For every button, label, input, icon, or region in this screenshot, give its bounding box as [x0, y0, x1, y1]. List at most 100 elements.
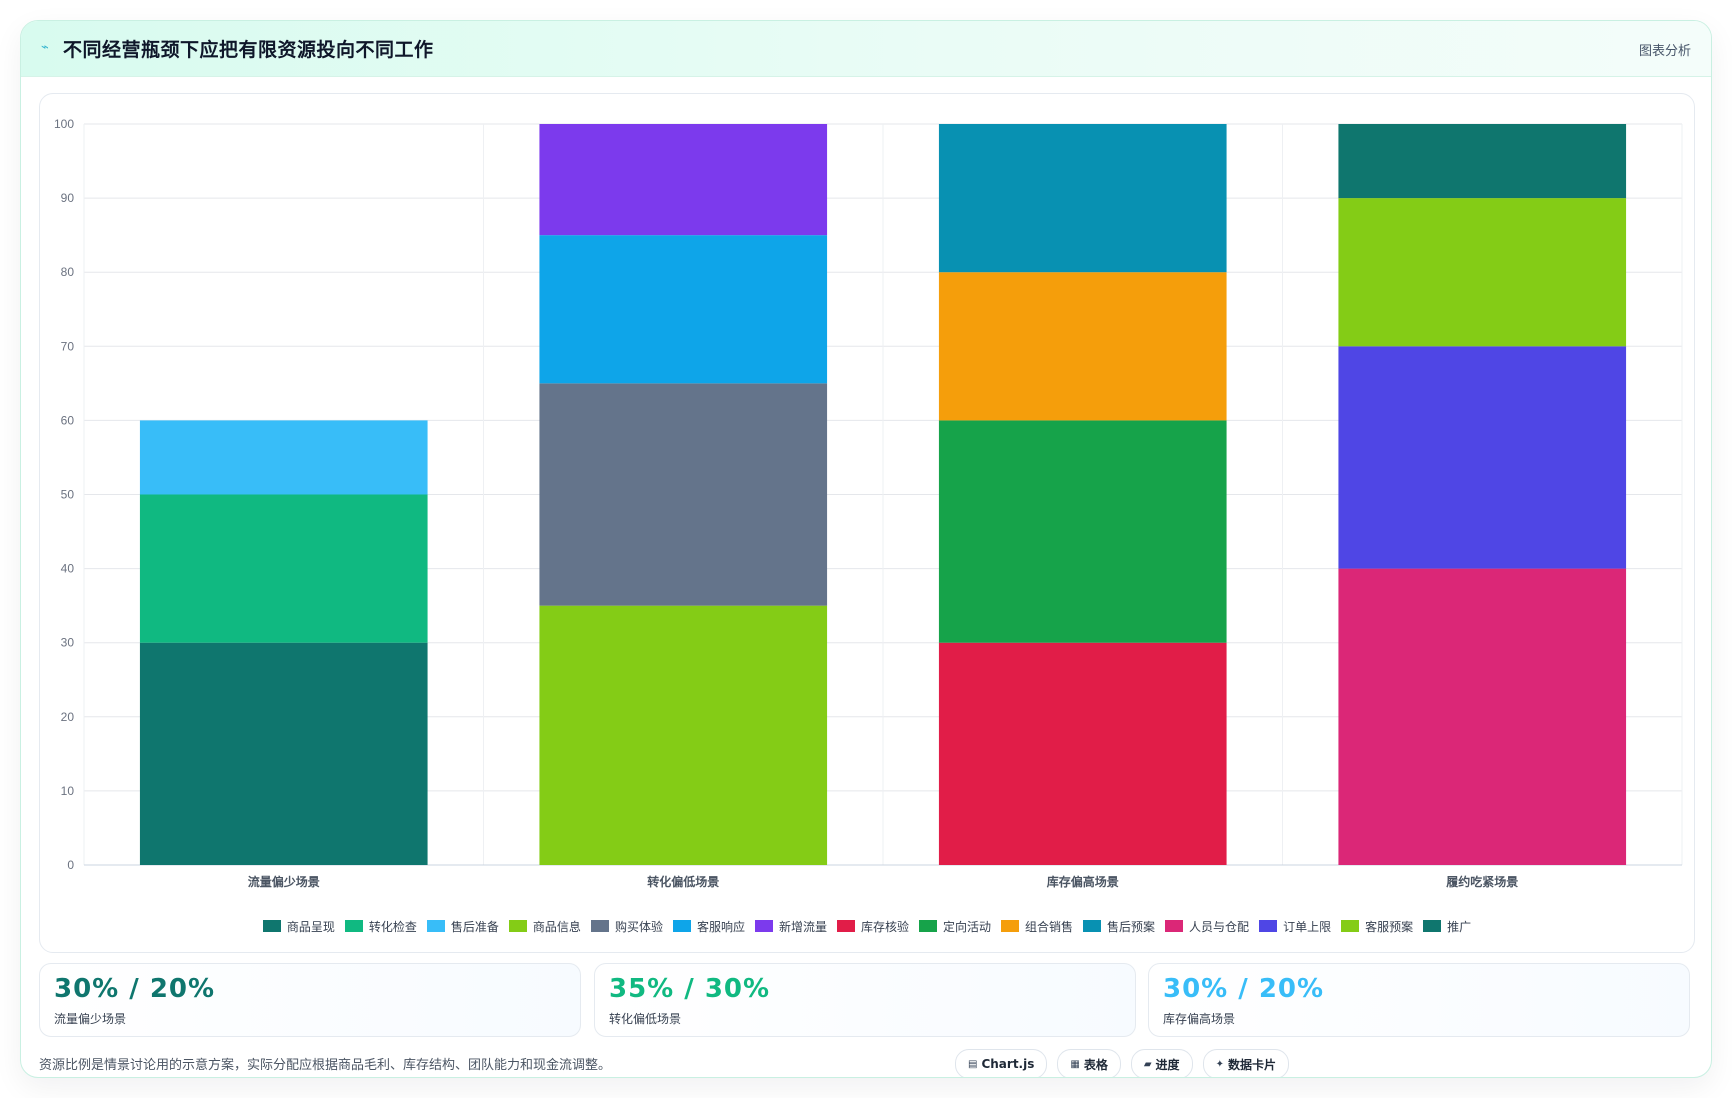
legend-item[interactable]: 定向活动	[919, 918, 991, 935]
sparkle-icon: ⌁	[41, 40, 49, 55]
x-tick-label: 履约吃紧场景	[1445, 874, 1518, 889]
y-tick-label: 100	[54, 117, 74, 131]
legend-swatch	[1423, 920, 1442, 932]
tag-data-card[interactable]: ✦ 数据卡片	[1202, 1049, 1289, 1077]
legend-item[interactable]: 组合销售	[1001, 918, 1073, 935]
x-tick-label: 流量偏少场景	[248, 874, 320, 889]
stat-card-conversion: 35% / 30% 转化偏低场景	[594, 963, 1136, 1037]
tag-label: 表格	[1083, 1057, 1108, 1072]
y-tick-label: 90	[61, 191, 75, 205]
stat-value: 30% / 20%	[1163, 974, 1325, 1004]
legend-label: 售后预案	[1107, 919, 1156, 934]
header-tag: 图表分析	[1638, 44, 1691, 59]
bar-segment[interactable]: 组合销售: 20	[938, 272, 1227, 421]
tag-list: ▤ Chart.js ▦ 表格 ▰ 进度 ✦ 数据卡片	[955, 1049, 1289, 1077]
stat-value: 30% / 20%	[54, 974, 216, 1004]
y-tick-label: 70	[61, 339, 75, 353]
bar-segment[interactable]: 客服响应: 20	[539, 235, 828, 384]
legend-swatch	[590, 920, 609, 932]
legend-label: 客服响应	[696, 919, 745, 934]
legend-swatch	[1083, 920, 1102, 932]
legend-label: 购买体验	[614, 919, 663, 934]
legend-label: 售后准备	[450, 919, 499, 934]
bar-segment[interactable]: 转化检查: 20	[139, 494, 428, 643]
chart-title: 不同经营瓶颈下应把有限资源投向不同工作	[63, 39, 434, 61]
chart-panel: 0102030405060708090100商品呈现: 30转化检查: 20售后…	[39, 93, 1695, 953]
stat-label: 库存偏高场景	[1163, 1012, 1236, 1026]
legend-item[interactable]: 库存核验	[836, 918, 909, 935]
y-tick-label: 60	[61, 413, 75, 427]
stat-label: 流量偏少场景	[54, 1012, 127, 1026]
y-tick-label: 20	[61, 710, 75, 724]
stat-label: 转化偏低场景	[609, 1012, 682, 1026]
legend-item[interactable]: 客服预案	[1341, 918, 1413, 935]
legend-swatch	[754, 920, 773, 932]
bar-segment[interactable]: 推广: 10	[1338, 124, 1627, 199]
y-tick-label: 80	[61, 265, 75, 279]
legend-swatch	[672, 920, 691, 932]
legend-swatch	[1165, 920, 1184, 932]
tag-table[interactable]: ▦ 表格	[1057, 1049, 1121, 1077]
footnote: 资源比例是情景讨论用的示意方案，实际分配应根据商品毛利、库存结构、团队能力和现金…	[39, 1058, 612, 1073]
legend-label: 商品呈现	[286, 919, 335, 934]
bar-segment[interactable]: 商品呈现: 30	[139, 642, 428, 865]
x-tick-label: 库存偏高场景	[1047, 874, 1119, 889]
tag-label: 数据卡片	[1227, 1057, 1276, 1072]
tag-progress[interactable]: ▰ 进度	[1130, 1049, 1193, 1077]
legend-label: 新增流量	[778, 919, 827, 934]
legend-item[interactable]: 新增流量	[754, 918, 827, 935]
legend-item[interactable]: 推广	[1423, 918, 1471, 935]
table-icon: ▦	[1070, 1058, 1080, 1070]
legend-item[interactable]: 商品信息	[508, 918, 581, 935]
legend-label: 人员与仓配	[1189, 919, 1250, 934]
y-tick-label: 50	[61, 488, 75, 502]
legend-item[interactable]: 购买体验	[590, 918, 663, 935]
legend-label: 转化检查	[368, 919, 417, 934]
card-icon: ✦	[1215, 1058, 1224, 1070]
legend-swatch	[508, 920, 527, 932]
bar-segment[interactable]: 人员与仓配: 40	[1338, 568, 1627, 865]
legend-item[interactable]: 人员与仓配	[1165, 918, 1249, 935]
legend-swatch	[836, 920, 855, 932]
bar-segment[interactable]: 定向活动: 30	[938, 420, 1227, 643]
bar-segment[interactable]: 售后准备: 10	[139, 420, 428, 495]
bar-segment[interactable]: 客服预案: 20	[1338, 198, 1627, 347]
legend-label: 客服预案	[1365, 919, 1414, 934]
legend-item[interactable]: 转化检查	[344, 918, 417, 935]
chart-legend: 商品呈现 转化检查 售后准备 商品信息 购买体验 客服响应 新增流量 库存核验 定向活动 组合销售…	[40, 914, 1694, 938]
legend-item[interactable]: 客服响应	[672, 918, 745, 935]
card-header: ⌁ 不同经营瓶颈下应把有限资源投向不同工作 图表分析	[21, 21, 1711, 77]
legend-item[interactable]: 售后预案	[1083, 918, 1155, 935]
x-tick-label: 转化偏低场景	[647, 874, 719, 889]
stat-card-inventory: 30% / 20% 库存偏高场景	[1148, 963, 1690, 1037]
legend-label: 推广	[1447, 919, 1472, 934]
legend-item[interactable]: 商品呈现	[262, 918, 335, 935]
stacked-bar-chart: 0102030405060708090100商品呈现: 30转化检查: 20售后…	[54, 117, 1683, 889]
legend-label: 订单上限	[1283, 919, 1332, 934]
bar-segment[interactable]: 订单上限: 30	[1338, 346, 1627, 569]
bar-segment[interactable]: 新增流量: 15	[539, 124, 828, 236]
y-tick-label: 0	[67, 858, 74, 872]
bar-segment[interactable]: 售后预案: 20	[938, 124, 1227, 273]
chart-card: ⌁ 不同经营瓶颈下应把有限资源投向不同工作 图表分析 0 10 20 30 40 50 60…	[20, 20, 1712, 1078]
legend-swatch	[1001, 920, 1020, 932]
chart-icon: ▤	[968, 1058, 978, 1070]
bar-segment[interactable]: 商品信息: 35	[539, 605, 828, 865]
legend-item[interactable]: 售后准备	[426, 918, 499, 935]
legend-label: 库存核验	[860, 919, 909, 934]
legend-swatch	[426, 920, 445, 932]
tag-label: 进度	[1155, 1057, 1180, 1072]
legend-label: 定向活动	[943, 919, 992, 934]
bar-segment[interactable]: 购买体验: 30	[539, 383, 828, 606]
y-tick-label: 30	[61, 636, 75, 650]
bar-segment[interactable]: 库存核验: 30	[938, 642, 1227, 865]
legend-swatch	[1259, 920, 1278, 932]
tag-chartjs[interactable]: ▤ Chart.js	[955, 1049, 1048, 1077]
y-tick-label: 10	[61, 784, 75, 798]
stat-card-traffic: 30% / 20% 流量偏少场景	[39, 963, 581, 1037]
legend-label: 组合销售	[1025, 919, 1074, 934]
legend-item[interactable]: 订单上限	[1259, 918, 1331, 935]
stat-value: 35% / 30%	[609, 974, 771, 1004]
legend-swatch	[344, 920, 363, 932]
tag-label: Chart.js	[981, 1057, 1035, 1071]
